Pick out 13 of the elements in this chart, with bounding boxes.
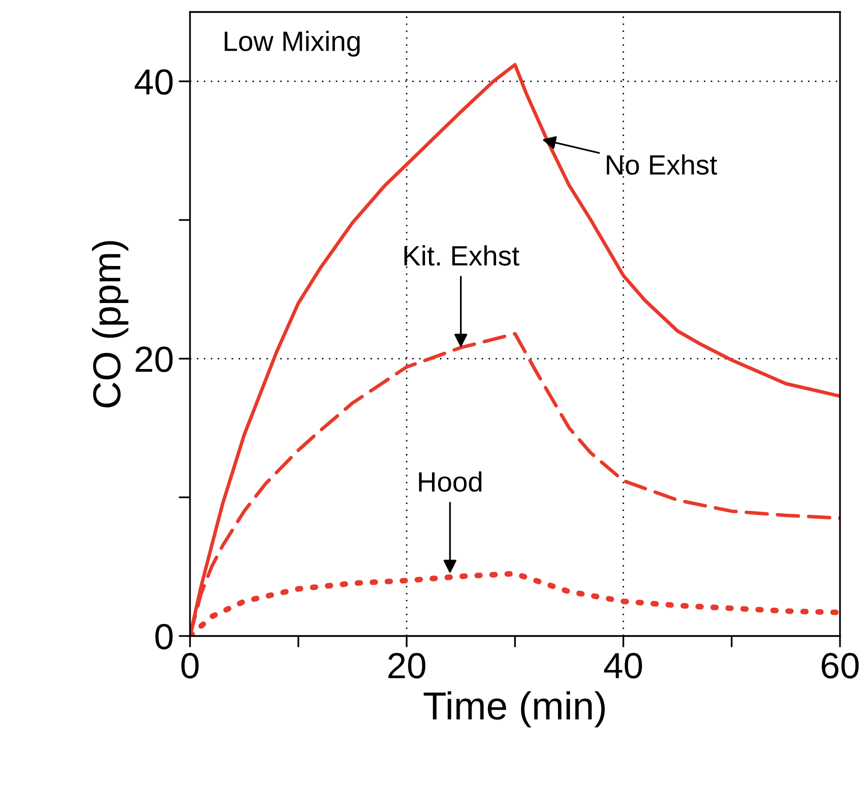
y-axis-title: CO (ppm) — [92, 241, 128, 408]
annotation: Kit. Exhst — [404, 245, 520, 266]
y-tick-label: 20 — [136, 346, 173, 372]
x-tick-label: 60 — [822, 652, 859, 678]
x-tick-label: 40 — [604, 652, 642, 678]
y-tick-label: 0 — [155, 624, 173, 650]
x-tick-label: 0 — [181, 652, 199, 678]
x-tick-label: 20 — [388, 652, 426, 678]
annotation: Low Mixing — [224, 30, 360, 57]
y-tick-label: 40 — [134, 69, 173, 95]
x-axis-title: Time (min) — [424, 691, 605, 728]
annotation: No Exhst — [606, 154, 718, 175]
annotation: Hood — [419, 471, 482, 492]
